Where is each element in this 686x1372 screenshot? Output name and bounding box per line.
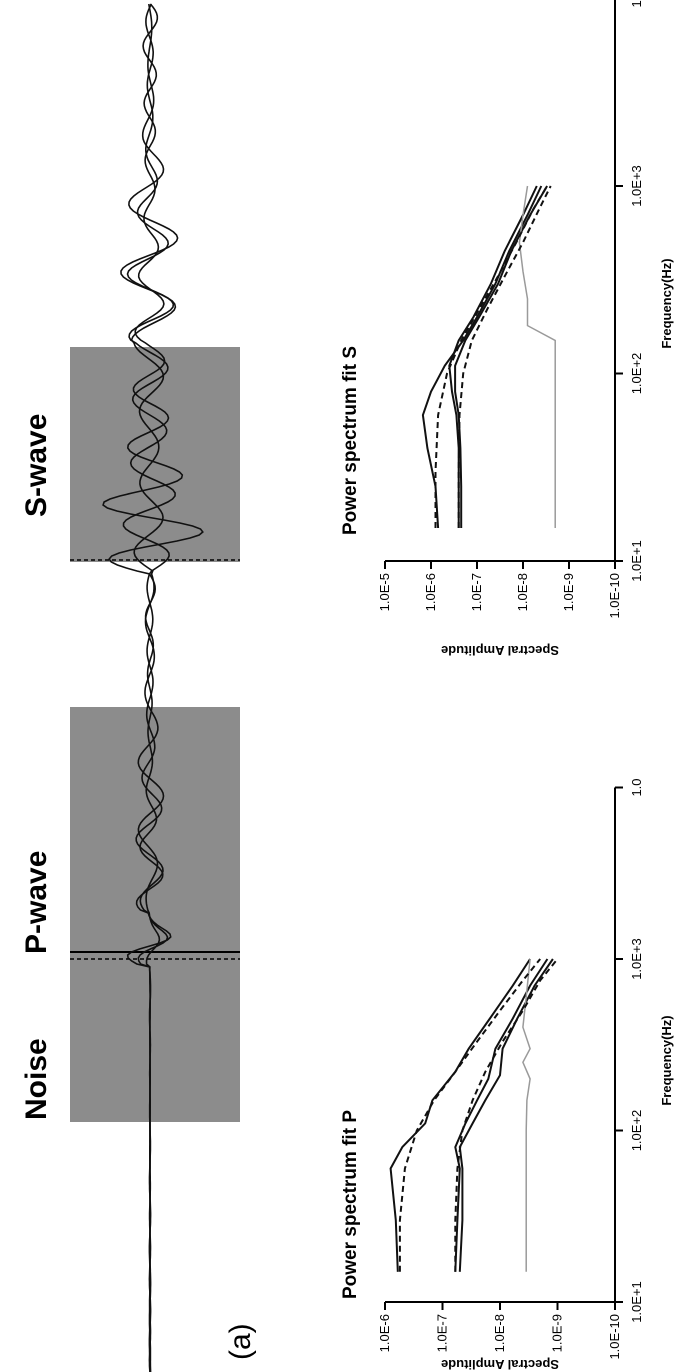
noise-label: Noise <box>20 1038 53 1120</box>
chart-p-plot: 1.0E+1 1.0E+2 1.0E+3 1.0 1.0E-6 1.0E-7 1.0E-8 1… <box>377 778 674 1372</box>
fit-curve <box>457 185 552 528</box>
x-axis-label: Frequency(Hz) <box>659 258 674 348</box>
y-tick-label: 1.0E-10 <box>607 573 622 619</box>
y-tick-label: 1.0E-9 <box>550 1314 565 1352</box>
chart-s: Power spectrum fit S 1.0E+1 1.0E+2 1.0E+3 1… <box>320 0 686 686</box>
s-wave-label: S-wave <box>20 413 53 517</box>
y-tick-label: 1.0E-7 <box>469 573 484 611</box>
noise-spectrum-line <box>522 958 531 1272</box>
chart-p: Power spectrum fit P 1.0E+1 1.0E+2 1.0E+3 1… <box>320 686 686 1372</box>
x-tick-label: 1.0E+3 <box>629 165 644 207</box>
noise-pwave-window <box>70 707 240 1122</box>
y-axis-label: Spectral Amplitude <box>441 1357 559 1372</box>
x-tick-label: 1.0E+3 <box>629 938 644 980</box>
spectrum-line <box>454 185 548 528</box>
x-tick-label: 1.0E+2 <box>629 1110 644 1152</box>
figure-caption: (a) <box>224 1323 257 1360</box>
y-axis-label: Spectral Amplitude <box>441 643 559 658</box>
spectrum-line <box>421 185 543 529</box>
chart-s-plot: 1.0E+1 1.0E+2 1.0E+3 1.0 1.0E-5 1.0E-6 1.0E-7 1… <box>377 0 674 658</box>
p-wave-label: P-wave <box>20 850 53 954</box>
y-tick-label: 1.0E-7 <box>435 1314 450 1352</box>
x-tick-label: 1.0E+2 <box>629 353 644 395</box>
y-tick-label: 1.0E-5 <box>377 573 392 611</box>
x-tick-label: 1.0E+1 <box>629 540 644 582</box>
y-tick-label: 1.0E-10 <box>607 1314 622 1360</box>
y-tick-label: 1.0E-9 <box>561 573 576 611</box>
fit-curve <box>398 958 541 1272</box>
x-axis-label: Frequency(Hz) <box>659 1015 674 1105</box>
waveform-panel <box>70 3 240 1372</box>
spectrum-line <box>389 958 531 1272</box>
x-tick-label: 1.0 <box>629 0 644 8</box>
phase-picks <box>70 559 240 960</box>
swave-window <box>70 347 240 562</box>
spectrum-line <box>458 958 554 1272</box>
spectrum-line <box>454 958 549 1272</box>
x-tick-label: 1.0E+1 <box>629 1281 644 1323</box>
seismogram-trace <box>102 3 204 1372</box>
fit-curve <box>454 958 559 1272</box>
seismogram-traces <box>102 3 204 1372</box>
y-tick-label: 1.0E-8 <box>492 1314 507 1352</box>
y-tick-label: 1.0E-6 <box>377 1314 392 1352</box>
fit-curve <box>434 185 548 528</box>
y-tick-label: 1.0E-8 <box>515 573 530 611</box>
x-tick-label: 1.0 <box>629 778 644 796</box>
y-tick-label: 1.0E-6 <box>423 573 438 611</box>
spectrum-line <box>448 185 538 528</box>
